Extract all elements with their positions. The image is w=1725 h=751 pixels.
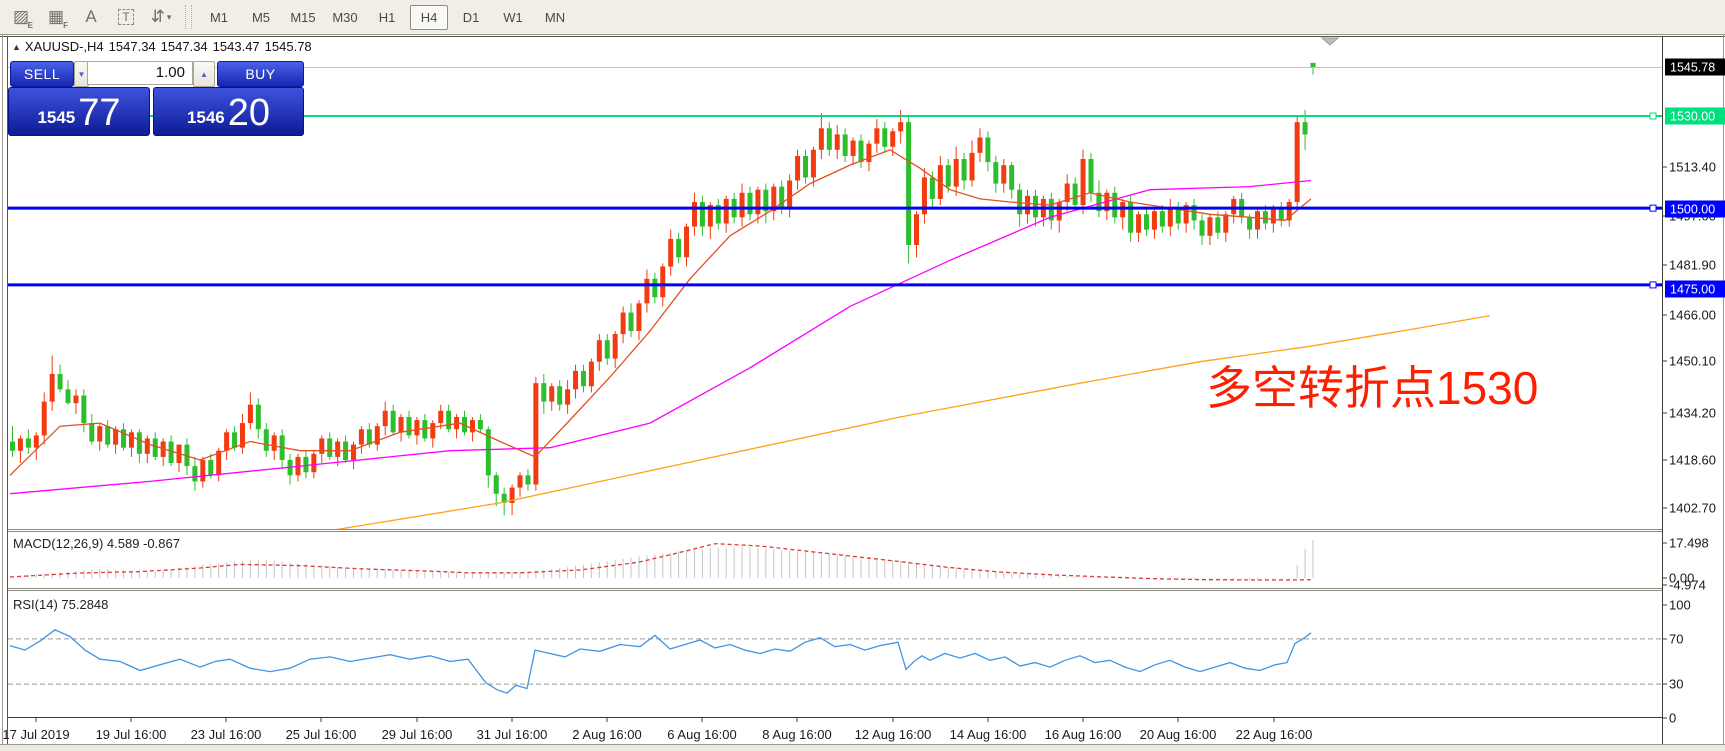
- time-axis-label[interactable]: 12 Aug 16:00: [854, 727, 932, 742]
- price-axis-tick[interactable]: 1418.60: [1669, 452, 1716, 468]
- macd-scale-tick[interactable]: -4.974: [1669, 577, 1706, 593]
- time-axis-label[interactable]: 16 Aug 16:00: [1044, 727, 1122, 742]
- time-axis-label[interactable]: 17 Jul 2019: [2, 727, 70, 742]
- timeframe-h4-button[interactable]: H4: [410, 4, 448, 30]
- timeframe-m5-button[interactable]: M5: [251, 9, 271, 25]
- low-value: 1543.47: [212, 39, 260, 54]
- price-line-badge: 1500.00: [1665, 200, 1725, 218]
- symbol-period-label: XAUUSD-,H4: [24, 39, 104, 54]
- time-axis-label[interactable]: 29 Jul 16:00: [381, 727, 453, 742]
- timeframe-d1-button[interactable]: D1: [462, 9, 480, 25]
- timeframe-m1-button[interactable]: M1: [209, 9, 229, 25]
- chart-title: ▲ XAUUSD-,H4 1547.34 1547.34 1543.47 1545.78: [12, 39, 317, 54]
- rsi-label: RSI(14) 75.2848: [13, 597, 109, 612]
- volume-input[interactable]: 1.00: [87, 61, 193, 85]
- sell-price-big: 77: [78, 92, 121, 134]
- text-tool-icon[interactable]: T: [112, 3, 140, 31]
- bottom-tab-strip: [0, 745, 1725, 751]
- sell-button[interactable]: SELL: [10, 61, 74, 87]
- timeframe-mn-button[interactable]: MN: [544, 9, 566, 25]
- time-axis-label[interactable]: 25 Jul 16:00: [285, 727, 357, 742]
- chevron-up-icon: ▲: [200, 69, 208, 79]
- chevron-down-icon: ▼: [77, 69, 86, 79]
- timeframe-m15-button[interactable]: M15: [290, 9, 316, 25]
- time-axis-label[interactable]: 8 Aug 16:00: [762, 727, 832, 742]
- price-axis-tick[interactable]: 1450.10: [1669, 353, 1716, 369]
- rsi-scale-tick[interactable]: 100: [1669, 597, 1691, 613]
- volume-up-stepper[interactable]: ▲: [193, 61, 215, 87]
- time-axis-label[interactable]: 6 Aug 16:00: [667, 727, 737, 742]
- open-value: 1547.34: [108, 39, 156, 54]
- label-a-icon[interactable]: A: [85, 7, 97, 26]
- rsi-scale-tick[interactable]: 70: [1669, 631, 1684, 647]
- collapse-panel-icon[interactable]: ▲: [12, 42, 21, 52]
- buy-price-big: 20: [227, 92, 271, 134]
- price-axis-tick[interactable]: 1434.20: [1669, 405, 1716, 421]
- timeframe-h1-button[interactable]: H1: [378, 9, 396, 25]
- price-axis-tick[interactable]: 1402.70: [1669, 500, 1716, 516]
- toolbar: ▨ E ▦ F A T ⇵ ▾ M1 M5 M15 M30 H1 H4 D1 W1 MN: [0, 0, 1725, 35]
- time-axis-label[interactable]: 20 Aug 16:00: [1139, 727, 1217, 742]
- price-line-badge: 1530.00: [1665, 107, 1725, 125]
- time-axis-label[interactable]: 2 Aug 16:00: [572, 727, 642, 742]
- arrows-tool-icon[interactable]: ⇵ ▾: [150, 7, 172, 26]
- price-axis-tick[interactable]: 1466.00: [1669, 307, 1716, 323]
- buy-button[interactable]: BUY: [217, 61, 304, 87]
- sell-price-small: 1545: [37, 108, 76, 127]
- timeframe-w1-button[interactable]: W1: [503, 9, 523, 25]
- macd-scale-tick[interactable]: 0.00: [1669, 570, 1695, 586]
- buy-price-small: 1546: [186, 108, 225, 127]
- macd-label: MACD(12,26,9) 4.589 -0.867: [13, 536, 180, 551]
- chart-annotation-text[interactable]: 多空转折点1530: [1206, 362, 1539, 414]
- sell-price-panel[interactable]: 1545 77: [8, 87, 150, 136]
- rsi-scale-tick[interactable]: 0: [1669, 710, 1677, 726]
- price-line-badge: 1545.78: [1665, 58, 1725, 76]
- macd-scale-tick[interactable]: 17.498: [1669, 535, 1709, 551]
- grid-pattern-icon[interactable]: ▦ F: [47, 7, 68, 30]
- price-line-badge: 1475.00: [1665, 280, 1725, 298]
- time-axis-label[interactable]: 14 Aug 16:00: [949, 727, 1027, 742]
- toolbar-separator: [185, 5, 192, 29]
- price-axis-tick[interactable]: 1481.90: [1669, 257, 1716, 273]
- timeframe-m30-button[interactable]: M30: [332, 9, 358, 25]
- price-axis-tick[interactable]: 1513.40: [1669, 159, 1716, 175]
- high-value: 1547.34: [160, 39, 208, 54]
- buy-price-panel[interactable]: 1546 20: [153, 87, 304, 136]
- time-axis-label[interactable]: 23 Jul 16:00: [190, 727, 262, 742]
- close-value: 1545.78: [264, 39, 312, 54]
- time-axis-label[interactable]: 19 Jul 16:00: [95, 727, 167, 742]
- time-axis-label[interactable]: 31 Jul 16:00: [476, 727, 548, 742]
- rsi-scale-tick[interactable]: 30: [1669, 676, 1684, 692]
- chart-pattern-icon[interactable]: ▨ E: [12, 7, 33, 30]
- time-axis-label[interactable]: 22 Aug 16:00: [1235, 727, 1313, 742]
